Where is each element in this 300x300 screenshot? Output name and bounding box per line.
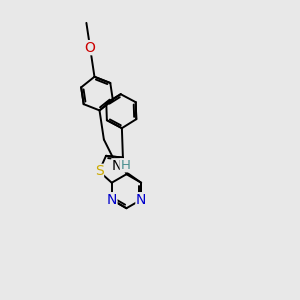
Text: N: N [136,193,146,207]
Text: O: O [85,40,95,55]
Text: N: N [112,159,122,173]
Text: S: S [95,164,103,178]
Text: N: N [106,193,117,207]
Text: H: H [120,159,130,172]
